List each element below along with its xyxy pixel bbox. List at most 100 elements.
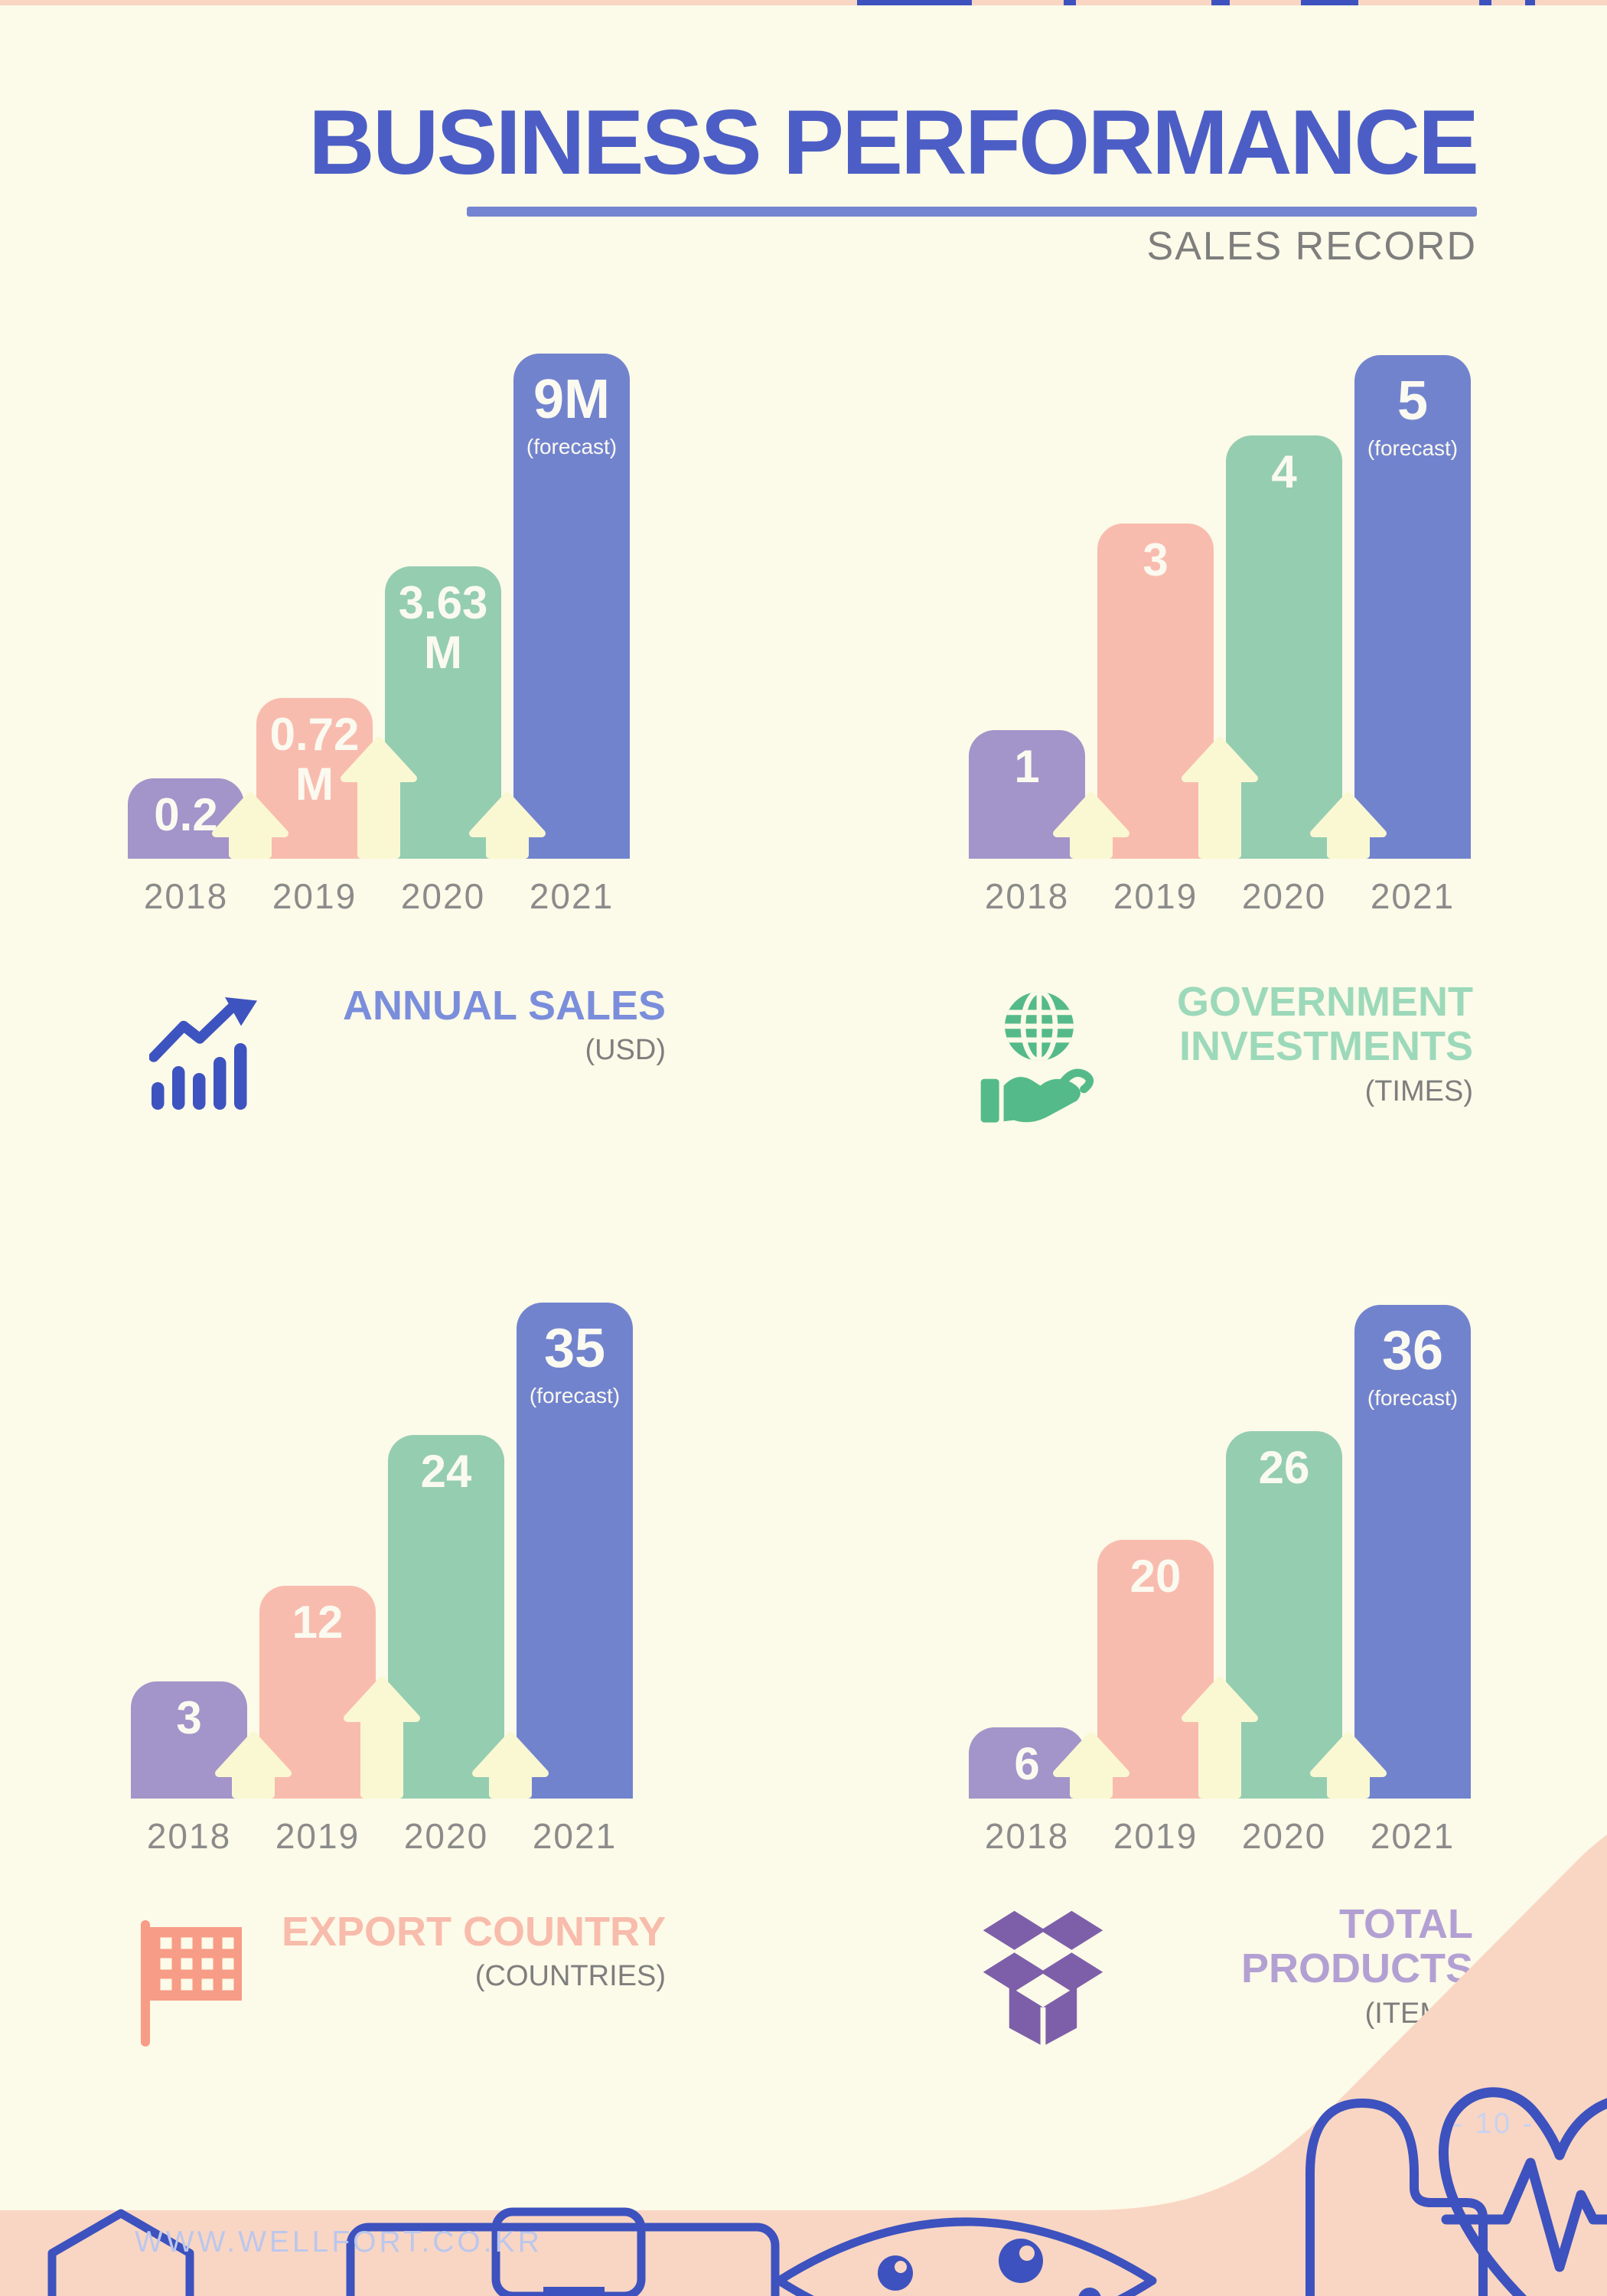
bar-value-label: 26 xyxy=(1258,1442,1310,1493)
browser-tab-doodle xyxy=(491,2207,646,2296)
legend-title: GOVERNMENT INVESTMENTS xyxy=(1176,979,1473,1070)
flag-icon xyxy=(134,1913,249,2055)
x-axis-tick-label: 2020 xyxy=(1241,876,1327,916)
growth-arrow-icon xyxy=(212,792,288,859)
bars-area: 6 20 26 36 (forecast) xyxy=(969,1278,1471,1799)
x-axis-tick-label: 2018 xyxy=(984,876,1070,916)
growth-arrow-icon xyxy=(215,1732,292,1799)
growth-arrow-icon xyxy=(1053,792,1129,859)
bar-value-label: 3 xyxy=(176,1692,202,1743)
bar-value-label: 9M xyxy=(533,369,611,430)
growth-arrow-icon xyxy=(344,1677,420,1799)
legend-unit: (USD) xyxy=(585,1034,666,1067)
growth-arrow-icon xyxy=(472,1732,549,1799)
bar-value-label: 0.2 xyxy=(154,789,218,840)
chart-total-products: 6 20 26 36 (forecast) 2018 2019 2020 2021 xyxy=(969,1278,1471,1867)
growth-arrow-icon xyxy=(1053,1732,1129,1799)
website-url: WWW.WELLFORT.CO.KR xyxy=(135,2226,543,2258)
chart-annual-sales: 0.2 0.72 M 3.63 M 9M (forecast) 2018 2019 2020… xyxy=(128,338,630,928)
edge-fragment xyxy=(1525,0,1535,5)
x-axis-labels: 2018 2019 2020 2021 xyxy=(131,1815,633,1861)
forecast-label: (forecast) xyxy=(529,1383,621,1407)
bar-2020: 4 xyxy=(1226,435,1342,859)
bar-value-label: 5 xyxy=(1397,370,1429,432)
bar-2021: 9M (forecast) xyxy=(513,354,630,859)
footer-decoration xyxy=(0,1835,1607,2296)
growth-arrow-icon xyxy=(1182,737,1258,859)
person-doodle xyxy=(1305,2099,1488,2296)
pulse-line-doodle xyxy=(1441,2157,1607,2272)
x-axis-tick-label: 2021 xyxy=(1370,876,1455,916)
globe-hand-icon xyxy=(980,987,1094,1146)
x-axis-tick-label: 2018 xyxy=(984,1816,1070,1856)
heart-doodle xyxy=(1438,2087,1607,2296)
x-axis-tick-label: 2020 xyxy=(400,876,486,916)
forecast-label: (forecast) xyxy=(526,434,618,458)
bar-value-label: 35 xyxy=(543,1318,606,1379)
edge-fragment xyxy=(1064,0,1076,5)
legend-unit: (TIMES) xyxy=(1364,1075,1473,1107)
page-number: - 10 - xyxy=(1452,2108,1535,2140)
x-axis-labels: 2018 2019 2020 2021 xyxy=(128,876,630,921)
bars-area: 3 12 24 35 (forecast) xyxy=(131,1278,633,1799)
bars-area: 0.2 0.72 M 3.63 M 9M (forecast) xyxy=(128,338,630,859)
edge-fragment xyxy=(857,0,972,5)
x-axis-tick-label: 2021 xyxy=(532,1816,618,1856)
x-axis-tick-label: 2019 xyxy=(272,876,357,916)
legend-title: TOTAL PRODUCTS xyxy=(1240,1901,1473,1992)
growth-arrow-icon xyxy=(469,792,546,859)
legend-title: ANNUAL SALES xyxy=(342,983,666,1029)
top-edge-strip xyxy=(0,0,1607,5)
x-axis-tick-label: 2020 xyxy=(1241,1816,1327,1856)
open-box-icon xyxy=(978,1906,1108,2053)
bar-2021: 36 (forecast) xyxy=(1354,1305,1471,1799)
x-axis-tick-label: 2021 xyxy=(1370,1816,1455,1856)
x-axis-labels: 2018 2019 2020 2021 xyxy=(969,1815,1471,1861)
edge-fragment xyxy=(1479,0,1491,5)
bar-value-label: 3 xyxy=(1143,534,1169,585)
bar-2020: 24 xyxy=(388,1435,504,1799)
x-axis-tick-label: 2018 xyxy=(146,1816,232,1856)
bar-2019: 20 xyxy=(1097,1540,1214,1799)
legend-annual-sales: ANNUAL SALES (USD) xyxy=(130,983,666,1116)
edge-fragment xyxy=(1301,0,1358,5)
x-axis-tick-label: 2019 xyxy=(1113,876,1198,916)
bars-area: 1 3 4 5 (forecast) xyxy=(969,338,1471,859)
legend-government-investments: GOVERNMENT INVESTMENTS (TIMES) xyxy=(968,980,1473,1146)
bar-value-label: 6 xyxy=(1014,1738,1040,1789)
bar-value-label: 24 xyxy=(420,1446,472,1497)
x-axis-tick-label: 2020 xyxy=(403,1816,489,1856)
page-subtitle: SALES RECORD xyxy=(1146,224,1477,269)
edge-fragment xyxy=(1211,0,1230,5)
growth-arrow-icon xyxy=(1310,1732,1387,1799)
bar-value-label: 1 xyxy=(1014,741,1040,792)
legend-export-country: EXPORT COUNTRY (COUNTRIES) xyxy=(130,1910,666,2055)
bar-value-label: 20 xyxy=(1129,1551,1182,1602)
forecast-label: (forecast) xyxy=(1367,1385,1459,1410)
face-doodle xyxy=(774,2217,1157,2296)
chart-increasing-icon xyxy=(148,997,264,1116)
bar-2021: 5 (forecast) xyxy=(1354,355,1471,859)
legend-title: EXPORT COUNTRY xyxy=(281,1909,666,1955)
chart-export-country: 3 12 24 35 (forecast) 2018 2019 2020 2021 xyxy=(131,1278,633,1867)
growth-arrow-icon xyxy=(1182,1677,1258,1799)
title-underline xyxy=(467,207,1477,217)
bar-2019: 12 xyxy=(259,1586,376,1799)
bar-value-label: 12 xyxy=(292,1596,344,1648)
page-title: BUSINESS PERFORMANCE xyxy=(308,91,1479,194)
chart-government-investments: 1 3 4 5 (forecast) 2018 2019 2020 2021 xyxy=(969,338,1471,928)
hexagon-doodle xyxy=(47,2209,194,2296)
x-axis-tick-label: 2019 xyxy=(1113,1816,1198,1856)
peach-corner-shape xyxy=(0,1835,1607,2296)
bar-value-label: 3.63 M xyxy=(398,577,488,678)
bar-2021: 35 (forecast) xyxy=(517,1303,633,1799)
bar-2018: 3 xyxy=(131,1681,247,1799)
growth-arrow-icon xyxy=(341,737,417,859)
x-axis-tick-label: 2018 xyxy=(143,876,229,916)
x-axis-tick-label: 2019 xyxy=(275,1816,360,1856)
x-axis-labels: 2018 2019 2020 2021 xyxy=(969,876,1471,921)
legend-total-products: TOTAL PRODUCTS (ITEMS) xyxy=(968,1902,1473,2053)
browser-window-doodle xyxy=(346,2223,780,2296)
bar-2020: 26 xyxy=(1226,1431,1342,1799)
